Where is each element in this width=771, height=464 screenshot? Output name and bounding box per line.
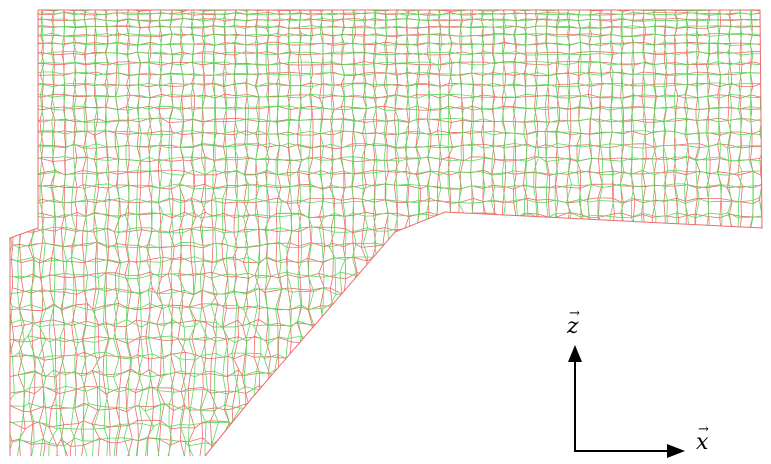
coordinate-axes xyxy=(568,345,685,458)
domain-outline xyxy=(9,9,763,457)
z-arrowhead xyxy=(568,345,582,362)
x-axis-label: → x xyxy=(696,423,709,455)
x-arrowhead xyxy=(667,444,685,458)
x-axis-text: x xyxy=(696,430,709,455)
z-axis-label: → z xyxy=(567,307,580,339)
x-vector-mark: → xyxy=(698,422,709,437)
z-vector-mark: → xyxy=(569,306,580,321)
z-axis-text: z xyxy=(567,314,579,339)
